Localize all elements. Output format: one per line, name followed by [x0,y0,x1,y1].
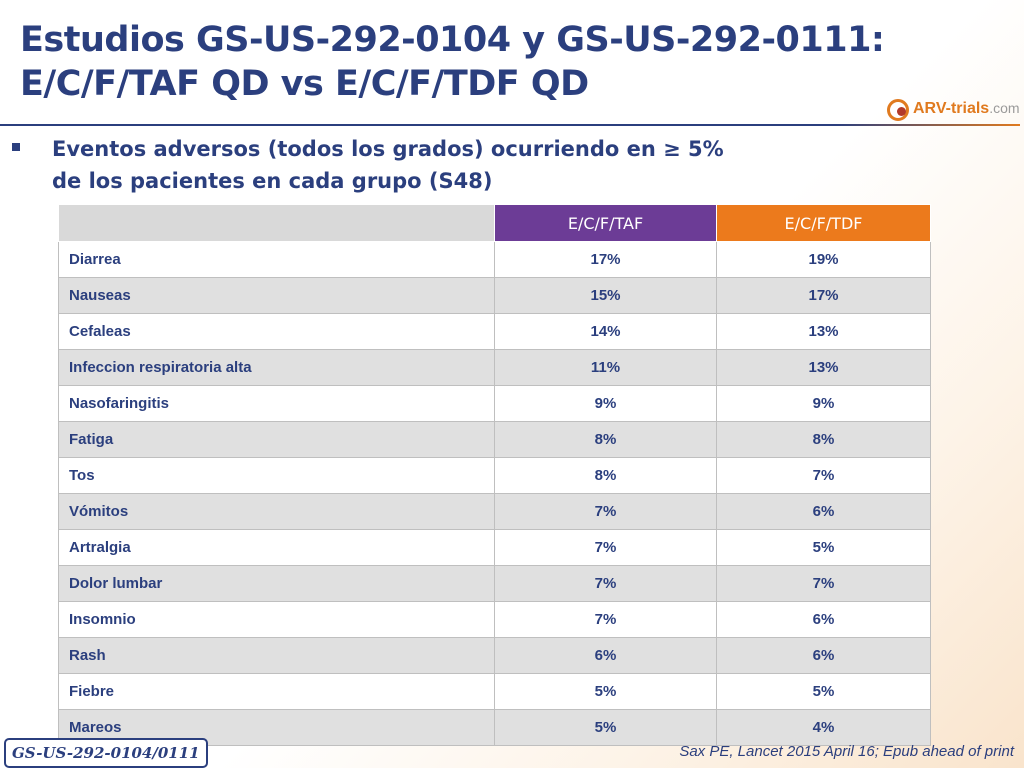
header-blank [58,204,495,242]
arv-trials-logo: ARV-trials.com [885,96,1020,122]
header-taf: E/C/F/TAF [494,204,717,242]
header-tdf: E/C/F/TDF [716,204,931,242]
logo-text: ARV-trials.com [913,100,1020,118]
tdf-value: 19% [716,241,931,278]
row-label: Rash [58,637,495,674]
table-row: Tos 8% 7% [58,457,931,494]
taf-value: 8% [494,421,717,458]
row-label: Diarrea [58,241,495,278]
row-label: Tos [58,457,495,494]
tdf-value: 8% [716,421,931,458]
bullet-line-2: de los pacientes en cada grupo (S48) [52,169,493,193]
bullet-square-icon [12,143,20,151]
tdf-value: 17% [716,277,931,314]
taf-value: 14% [494,313,717,350]
bullet-line-1: Eventos adversos (todos los grados) ocur… [52,137,724,161]
row-label: Vómitos [58,493,495,530]
adverse-events-table: E/C/F/TAF E/C/F/TDF Diarrea 17% 19% Nauseas… [58,204,931,746]
table-row: Rash 6% 6% [58,637,931,674]
tdf-value: 6% [716,493,931,530]
title-line-2: E/C/F/TAF QD vs E/C/F/TDF QD [20,64,589,104]
taf-value: 17% [494,241,717,278]
title-line-1: Estudios GS-US-292-0104 y GS-US-292-0111… [20,20,885,60]
taf-value: 6% [494,637,717,674]
taf-value: 5% [494,673,717,710]
table-row: Diarrea 17% 19% [58,241,931,278]
row-label: Fatiga [58,421,495,458]
citation: Sax PE, Lancet 2015 April 16; Epub ahead… [679,743,1014,760]
tdf-value: 6% [716,601,931,638]
taf-value: 7% [494,565,717,602]
table-row: Infeccion respiratoria alta 11% 13% [58,349,931,386]
tdf-value: 7% [716,457,931,494]
row-label: Fiebre [58,673,495,710]
taf-value: 8% [494,457,717,494]
row-label: Insomnio [58,601,495,638]
taf-value: 9% [494,385,717,422]
tdf-value: 13% [716,349,931,386]
logo-suffix: .com [989,100,1020,116]
logo-mark-icon [885,96,913,122]
tdf-value: 4% [716,709,931,746]
taf-value: 7% [494,601,717,638]
row-label: Cefaleas [58,313,495,350]
table-row: Fatiga 8% 8% [58,421,931,458]
tdf-value: 5% [716,673,931,710]
logo-brand: ARV-trials [913,100,990,117]
table-row: Artralgia 7% 5% [58,529,931,566]
table-row: Fiebre 5% 5% [58,673,931,710]
taf-value: 11% [494,349,717,386]
row-label: Artralgia [58,529,495,566]
study-badge: GS-US-292-0104/0111 [4,738,208,768]
title-divider [0,124,1020,126]
tdf-value: 5% [716,529,931,566]
table-header-row: E/C/F/TAF E/C/F/TDF [58,204,931,242]
table-row: Nauseas 15% 17% [58,277,931,314]
table-row: Dolor lumbar 7% 7% [58,565,931,602]
row-label: Nasofaringitis [58,385,495,422]
row-label: Infeccion respiratoria alta [58,349,495,386]
taf-value: 15% [494,277,717,314]
taf-value: 7% [494,529,717,566]
tdf-value: 6% [716,637,931,674]
tdf-value: 13% [716,313,931,350]
taf-value: 5% [494,709,717,746]
slide-title: Estudios GS-US-292-0104 y GS-US-292-0111… [20,18,885,106]
tdf-value: 7% [716,565,931,602]
table-row: Insomnio 7% 6% [58,601,931,638]
taf-value: 7% [494,493,717,530]
row-label: Dolor lumbar [58,565,495,602]
bullet-text: Eventos adversos (todos los grados) ocur… [52,133,752,197]
tdf-value: 9% [716,385,931,422]
table-row: Cefaleas 14% 13% [58,313,931,350]
row-label: Nauseas [58,277,495,314]
table-row: Nasofaringitis 9% 9% [58,385,931,422]
table-row: Vómitos 7% 6% [58,493,931,530]
